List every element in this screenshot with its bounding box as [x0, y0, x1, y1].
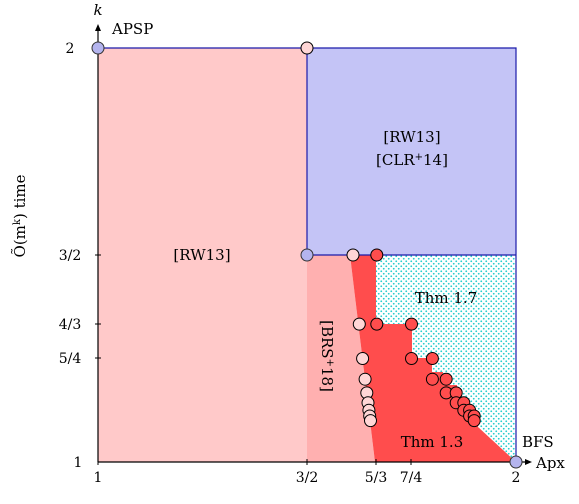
region-rw13-clr14	[307, 48, 516, 255]
pink-point	[300, 41, 314, 55]
red-point	[439, 372, 453, 386]
bfs-label: BFS	[522, 433, 554, 451]
label-clr14: [CLR+14]	[376, 151, 448, 169]
points-layer	[91, 41, 523, 469]
x-tick-label-3-2: 3/2	[296, 470, 319, 486]
y-tick-label-4-3: 4/3	[59, 317, 82, 333]
pink-point	[356, 352, 370, 365]
label-thm13: Thm 1.3	[401, 433, 464, 451]
region-thm13	[350, 255, 516, 462]
pink-point	[352, 317, 366, 331]
red-point	[425, 372, 439, 386]
boundary-line	[98, 47, 517, 462]
pink-point	[364, 414, 377, 428]
region-rw13-left	[98, 48, 307, 462]
red-point	[370, 248, 384, 262]
y-axis-label: Õ(mk) time	[11, 174, 29, 257]
red-point	[405, 352, 418, 365]
red-point	[370, 317, 384, 331]
label-rw13-top: [RW13]	[383, 128, 440, 146]
x-tick-label-7-4: 7/4	[400, 470, 423, 486]
y-axis-symbol: k	[93, 1, 102, 19]
x-axis-label: Apx	[535, 454, 565, 472]
red-point	[405, 317, 418, 331]
y-axis-arrow	[95, 24, 101, 31]
label-rw13-left: [RW13]	[173, 246, 230, 264]
y-tick-label-3-2: 3/2	[59, 248, 82, 264]
y-tick-label-1: 1	[74, 455, 83, 471]
x-tick-label-5-3: 5/3	[365, 470, 388, 486]
blue-point	[509, 455, 523, 469]
red-point	[425, 352, 439, 365]
x-tick-label-2: 2	[512, 470, 521, 486]
x-tick-label-1: 1	[94, 470, 103, 486]
x-axis-arrow	[525, 459, 532, 465]
blue-point	[91, 41, 105, 55]
pink-point	[358, 372, 372, 386]
y-tick-label-5-4: 5/4	[59, 351, 82, 367]
blue-point	[300, 248, 314, 262]
y-tick-label-2: 2	[66, 41, 75, 57]
pink-point	[346, 248, 360, 262]
label-brs18: [BRS+18]	[318, 320, 336, 392]
label-thm17: Thm 1.7	[415, 289, 478, 307]
y-top-label: APSP	[111, 20, 153, 38]
region-brs18	[307, 255, 375, 462]
red-point	[467, 414, 481, 428]
